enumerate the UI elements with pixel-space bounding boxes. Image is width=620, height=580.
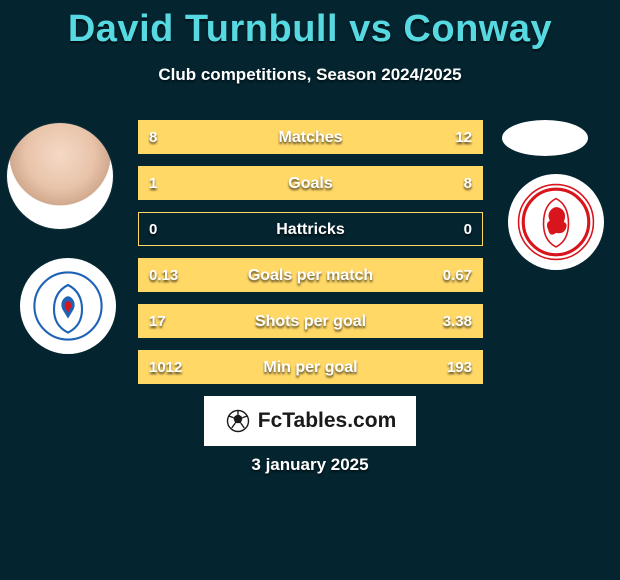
player-avatar-left — [7, 123, 113, 229]
date-label: 3 january 2025 — [0, 455, 620, 475]
stats-chart: 812Matches 18Goals 00Hattricks 0.130.67Goal… — [138, 120, 483, 396]
stat-label: Goals per match — [139, 259, 482, 291]
player-avatar-right — [502, 120, 588, 156]
stat-row: 173.38Shots per goal — [138, 304, 483, 338]
stat-label: Hattricks — [139, 213, 482, 245]
stat-label: Goals — [139, 167, 482, 199]
attribution-text: FcTables.com — [258, 409, 397, 433]
stat-row: 18Goals — [138, 166, 483, 200]
stat-label: Min per goal — [139, 351, 482, 383]
stat-label: Matches — [139, 121, 482, 153]
stat-row: 812Matches — [138, 120, 483, 154]
club-badge-left — [20, 258, 116, 354]
stat-row: 1012193Min per goal — [138, 350, 483, 384]
lion-crest-icon — [517, 183, 595, 261]
shield-icon — [33, 271, 103, 341]
stat-row: 0.130.67Goals per match — [138, 258, 483, 292]
club-badge-right — [508, 174, 604, 270]
attribution-box: FcTables.com — [204, 396, 416, 446]
stat-row: 00Hattricks — [138, 212, 483, 246]
soccer-ball-icon — [224, 407, 252, 435]
page-title: David Turnbull vs Conway — [0, 0, 620, 51]
page-subtitle: Club competitions, Season 2024/2025 — [0, 65, 620, 85]
stat-label: Shots per goal — [139, 305, 482, 337]
